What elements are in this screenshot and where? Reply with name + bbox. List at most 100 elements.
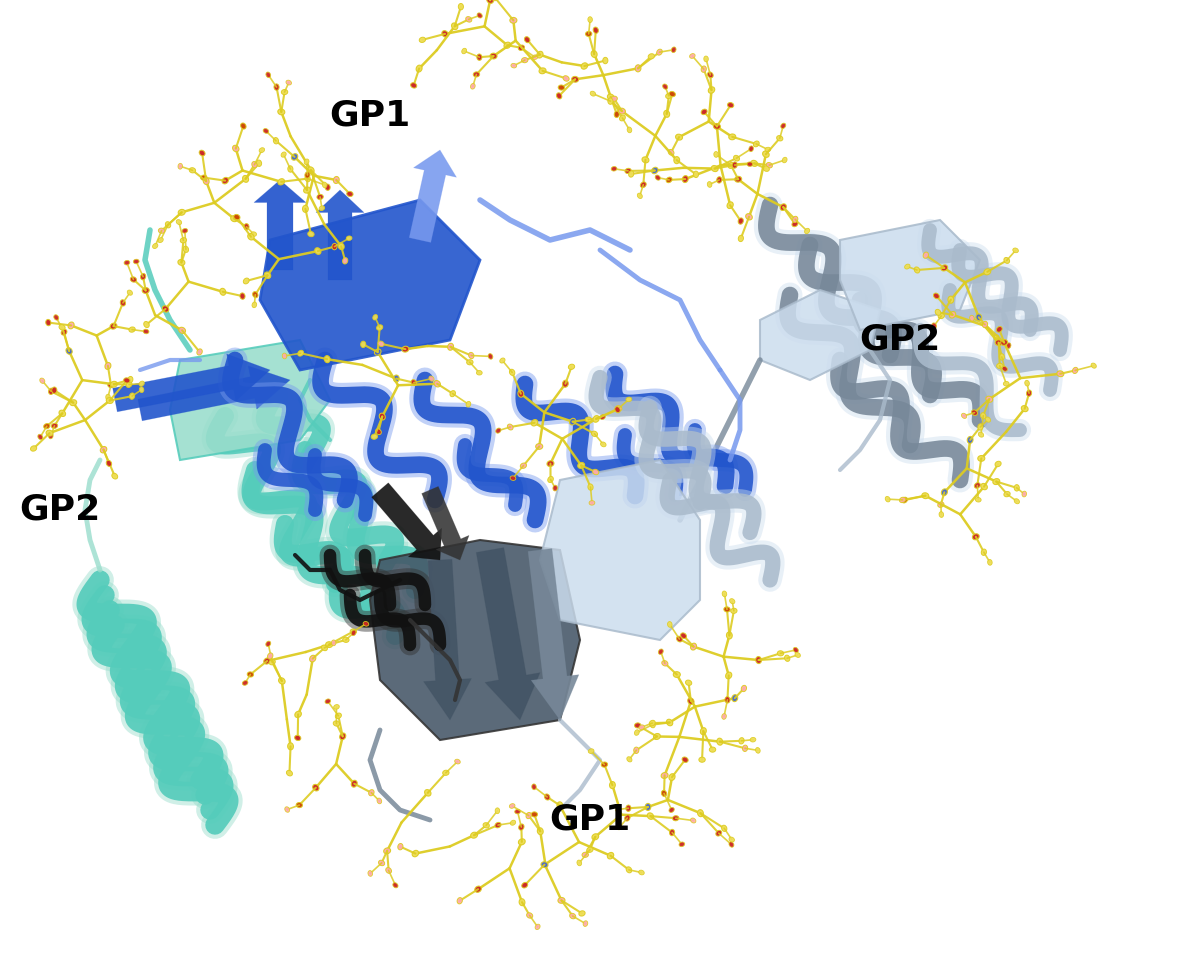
Ellipse shape [588, 749, 594, 754]
Ellipse shape [324, 356, 330, 363]
Ellipse shape [586, 32, 592, 36]
Ellipse shape [677, 636, 683, 642]
Ellipse shape [412, 379, 416, 386]
Ellipse shape [242, 176, 248, 182]
Ellipse shape [782, 157, 787, 163]
Ellipse shape [515, 809, 521, 814]
Ellipse shape [278, 109, 284, 115]
Polygon shape [113, 354, 270, 412]
Ellipse shape [976, 314, 982, 321]
Ellipse shape [1003, 381, 1009, 386]
Ellipse shape [335, 713, 341, 718]
Ellipse shape [708, 72, 713, 78]
Ellipse shape [394, 375, 400, 382]
Ellipse shape [508, 424, 514, 430]
Ellipse shape [967, 437, 973, 444]
Ellipse shape [234, 214, 240, 220]
Ellipse shape [467, 360, 473, 365]
Ellipse shape [674, 156, 679, 163]
Ellipse shape [110, 324, 116, 329]
Ellipse shape [670, 829, 674, 836]
Ellipse shape [397, 844, 403, 850]
Ellipse shape [638, 725, 644, 730]
Ellipse shape [510, 370, 515, 375]
Ellipse shape [281, 152, 286, 157]
Ellipse shape [648, 54, 654, 59]
Ellipse shape [625, 815, 630, 821]
Ellipse shape [425, 789, 431, 796]
Ellipse shape [780, 204, 786, 210]
Ellipse shape [179, 327, 186, 333]
Ellipse shape [526, 812, 532, 819]
Ellipse shape [126, 381, 132, 388]
Ellipse shape [778, 651, 784, 656]
Ellipse shape [995, 340, 1002, 346]
Ellipse shape [707, 181, 712, 187]
Ellipse shape [978, 432, 984, 437]
Ellipse shape [728, 134, 736, 140]
Ellipse shape [302, 205, 308, 212]
Ellipse shape [466, 401, 470, 407]
Ellipse shape [593, 416, 599, 422]
Ellipse shape [650, 722, 655, 728]
Ellipse shape [751, 160, 757, 166]
Ellipse shape [616, 406, 622, 411]
Ellipse shape [558, 85, 564, 90]
Ellipse shape [722, 591, 727, 597]
Ellipse shape [475, 886, 481, 893]
Ellipse shape [746, 162, 752, 166]
Ellipse shape [727, 202, 733, 208]
Ellipse shape [43, 423, 50, 429]
Ellipse shape [133, 259, 139, 264]
Ellipse shape [938, 313, 944, 319]
Polygon shape [421, 487, 469, 560]
Ellipse shape [742, 685, 746, 691]
Polygon shape [372, 483, 442, 560]
Ellipse shape [322, 645, 328, 651]
Ellipse shape [994, 335, 1000, 341]
Ellipse shape [241, 123, 246, 129]
Ellipse shape [745, 214, 752, 220]
Ellipse shape [985, 417, 990, 422]
Ellipse shape [124, 260, 130, 265]
Ellipse shape [313, 784, 319, 791]
Ellipse shape [673, 672, 680, 678]
Ellipse shape [127, 290, 132, 296]
Ellipse shape [305, 176, 311, 181]
Ellipse shape [139, 387, 144, 393]
Ellipse shape [66, 348, 72, 354]
Ellipse shape [252, 302, 257, 308]
Ellipse shape [563, 380, 569, 387]
Ellipse shape [986, 396, 992, 402]
Ellipse shape [200, 175, 208, 180]
Ellipse shape [184, 246, 188, 252]
Ellipse shape [961, 413, 967, 419]
Ellipse shape [292, 154, 298, 160]
Ellipse shape [547, 476, 553, 483]
Ellipse shape [162, 305, 169, 312]
Ellipse shape [314, 248, 320, 254]
Ellipse shape [792, 221, 798, 227]
Ellipse shape [347, 236, 352, 240]
Ellipse shape [143, 288, 149, 294]
Text: GP1: GP1 [329, 98, 410, 132]
Ellipse shape [668, 807, 674, 812]
Ellipse shape [756, 748, 760, 754]
Ellipse shape [557, 93, 562, 99]
Ellipse shape [611, 96, 617, 102]
Ellipse shape [726, 632, 732, 639]
Ellipse shape [203, 178, 209, 184]
Ellipse shape [629, 171, 634, 178]
Ellipse shape [593, 27, 599, 34]
Ellipse shape [739, 737, 744, 744]
Ellipse shape [583, 921, 588, 926]
Polygon shape [760, 290, 880, 380]
Ellipse shape [688, 698, 694, 705]
Ellipse shape [419, 37, 426, 42]
Ellipse shape [319, 205, 325, 210]
Ellipse shape [730, 599, 734, 604]
Ellipse shape [763, 166, 769, 172]
Ellipse shape [520, 899, 524, 905]
Ellipse shape [304, 187, 311, 193]
Ellipse shape [496, 808, 499, 814]
